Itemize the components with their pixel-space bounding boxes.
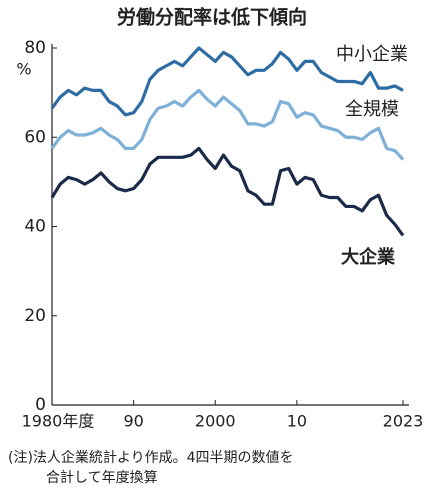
series-line [50,46,404,117]
y-unit: % [16,60,31,79]
series-label: 中小企業 [336,44,408,65]
series-line [50,146,405,237]
y-tick-label: 20 [24,306,46,326]
y-tick-label: 40 [24,217,46,237]
note: 合計して年度換算 [46,470,158,486]
x-tick-label: 90 [123,412,143,431]
y-tick-label: 0 [35,395,46,415]
chart-title: 労働分配率は低下傾向 [117,6,307,29]
series-label: 大企業 [341,246,396,268]
series-line [50,88,405,161]
x-tick-label: 1980年度 [22,412,95,431]
x-tick-label: 2000 [195,412,236,431]
series-label: 全規模 [345,99,399,120]
x-tick-label: 10 [287,412,307,431]
y-tick-label: 80 [24,38,46,58]
y-tick-label: 60 [24,127,46,147]
note: (注)法人企業統計より作成。4四半期の数値を [8,449,294,466]
x-tick-label: 2023 [383,412,424,431]
